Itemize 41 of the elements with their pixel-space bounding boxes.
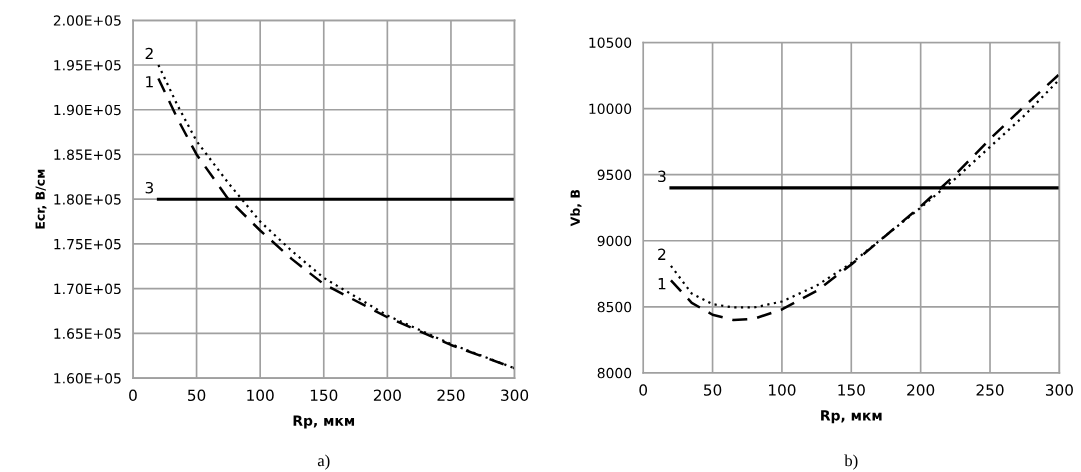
x-tick-label: 100 — [247, 389, 274, 402]
x-tick-label: 150 — [310, 389, 338, 402]
x-tick-label: 0 — [639, 384, 648, 396]
x-axis-title: Rp, мкм — [821, 410, 882, 424]
y-tick-label: 8000 — [597, 367, 632, 379]
y-tick-label: 10000 — [589, 103, 632, 115]
y-tick-label: 10500 — [589, 37, 632, 48]
y-tick-label: 9000 — [597, 235, 632, 247]
x-tick-label: 200 — [907, 384, 935, 396]
x-tick-label: 50 — [188, 389, 206, 402]
series-label: 3 — [658, 170, 666, 183]
series-label: 1 — [146, 76, 153, 88]
y-tick-label: 1.60E+05 — [54, 373, 121, 384]
text: a) — [317, 454, 330, 470]
y-tick-label: 1.75E+05 — [54, 238, 121, 250]
x-tick-label: 0 — [129, 389, 137, 402]
x-tick-label: 300 — [501, 389, 529, 402]
y-tick-label: 8500 — [597, 301, 632, 313]
y-axis-title: Vb, В — [570, 189, 582, 227]
y-tick-label: 2.00E+05 — [53, 15, 121, 26]
y-axis-title: Ecr, В/см — [35, 169, 47, 229]
y-tick-label: 1.70E+05 — [54, 283, 121, 295]
x-axis-title: Rp, мкм — [293, 415, 355, 429]
x-tick-label: 50 — [704, 384, 722, 396]
y-tick-label: 1.95E+05 — [54, 59, 121, 71]
x-tick-label: 300 — [1045, 384, 1073, 396]
series-label: 1 — [658, 278, 666, 290]
x-tick-label: 200 — [373, 389, 401, 402]
x-tick-label: 250 — [437, 389, 465, 402]
text: b) — [844, 454, 858, 470]
y-tick-label: 1.90E+05 — [54, 104, 121, 116]
x-tick-label: 100 — [769, 384, 796, 396]
y-tick-label: 1.65E+05 — [54, 328, 121, 339]
series-label: 2 — [145, 47, 153, 60]
series-label: 3 — [145, 181, 154, 194]
y-tick-label: 1.85E+05 — [54, 149, 121, 160]
y-tick-label: 9500 — [597, 169, 632, 181]
y-tick-label: 1.80E+05 — [54, 194, 121, 205]
x-tick-label: 250 — [976, 384, 1004, 396]
x-tick-label: 150 — [838, 384, 865, 396]
series-label: 2 — [658, 248, 666, 260]
